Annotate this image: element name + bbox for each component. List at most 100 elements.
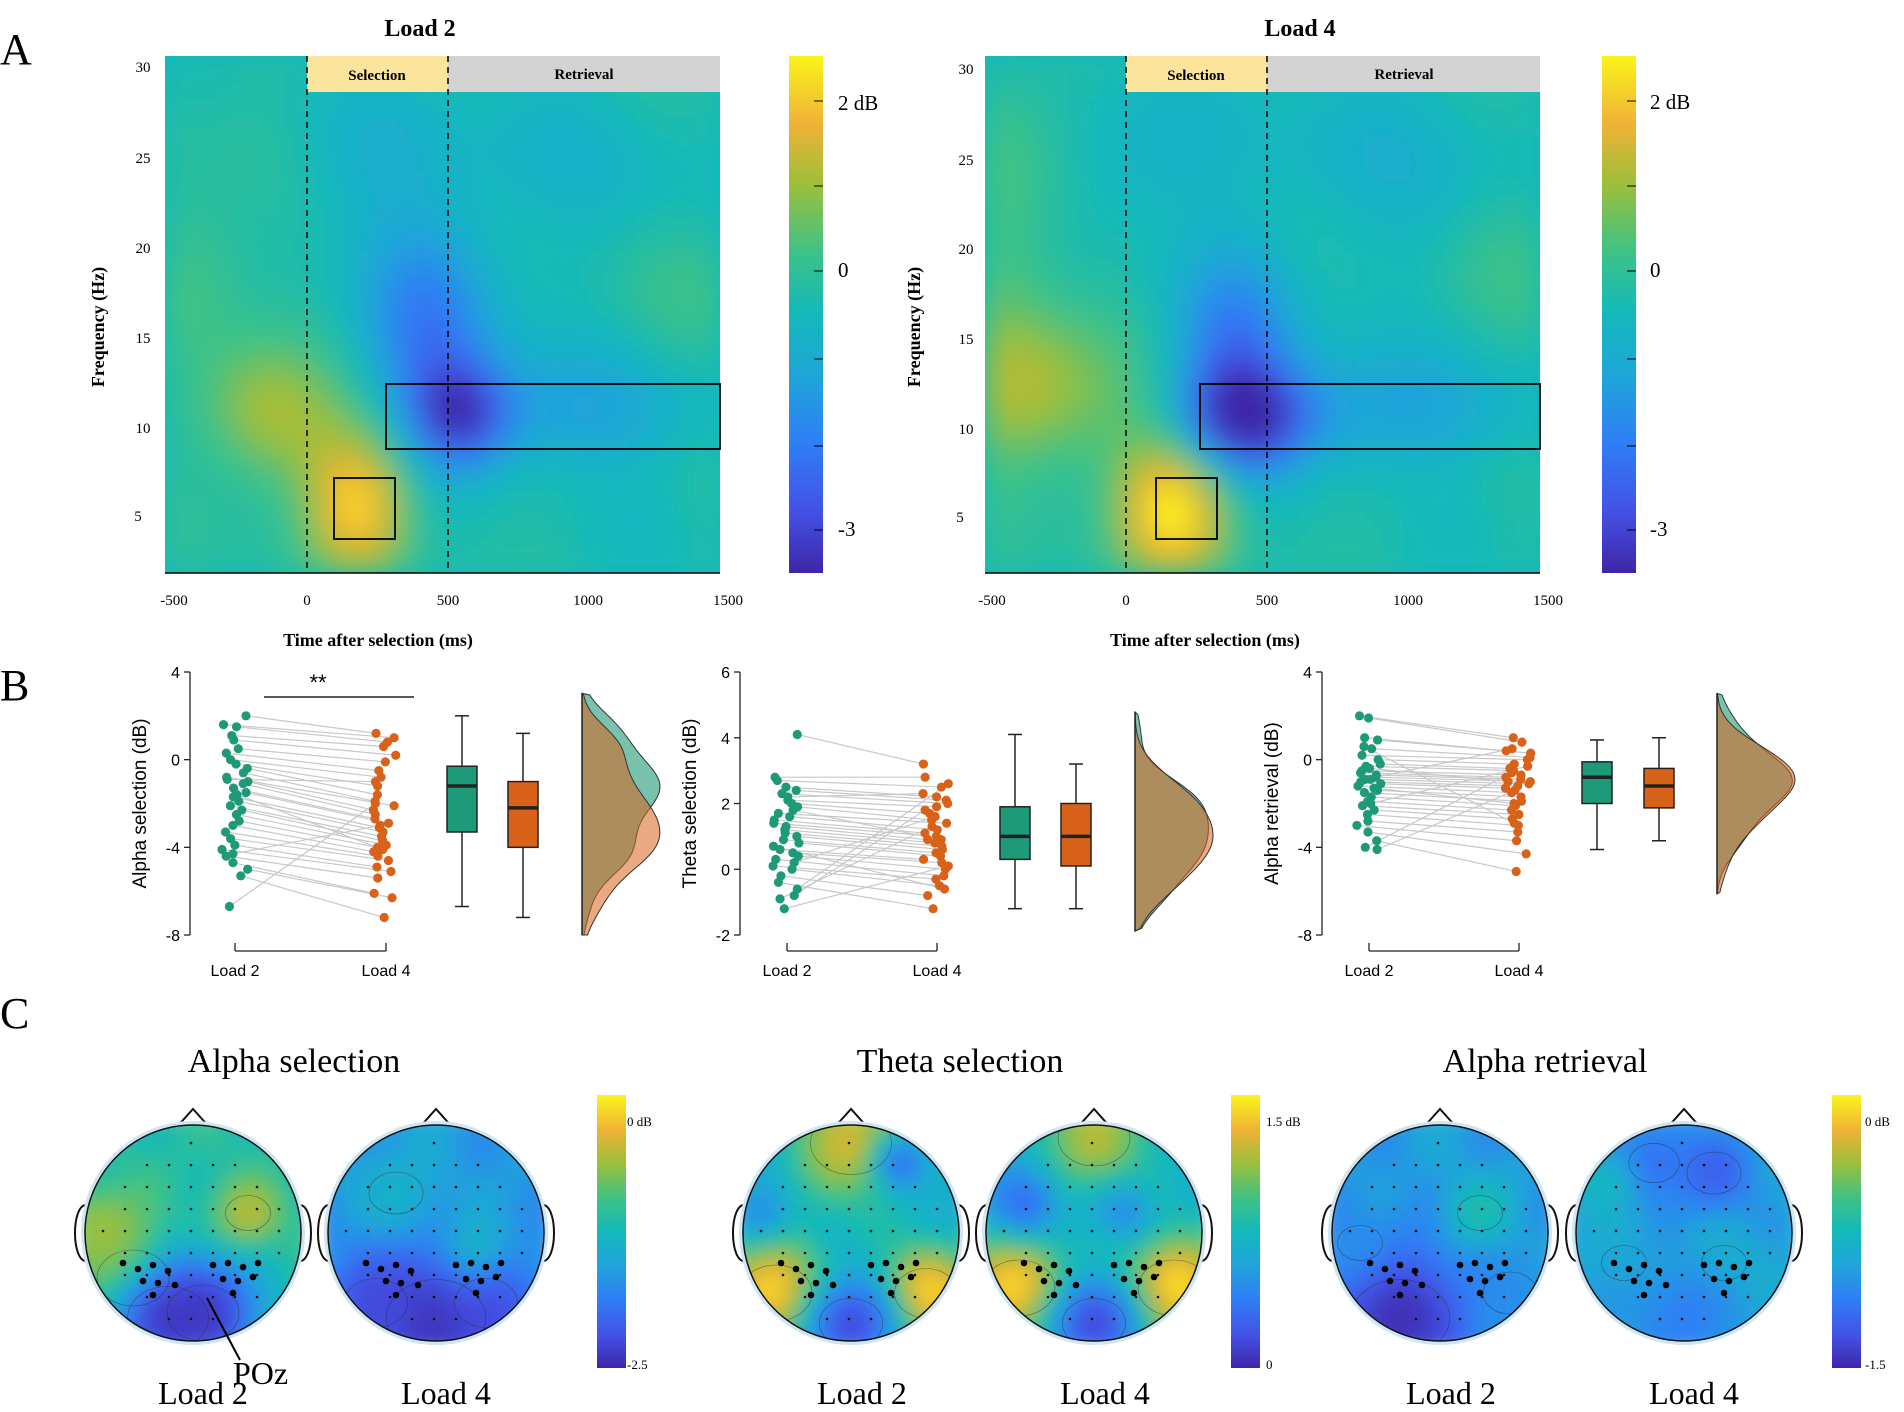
tf-cell: [498, 154, 509, 164]
tf-cell: [1382, 261, 1393, 271]
tf-cell: [479, 341, 490, 351]
tf-cell: [276, 412, 287, 423]
tf-cell: [414, 368, 425, 378]
tf-cell: [396, 118, 407, 129]
tf-cell: [562, 234, 573, 244]
tf-cell: [396, 385, 407, 396]
tf-cell: [710, 332, 720, 342]
tf-cell: [710, 91, 720, 102]
tf-cell: [165, 368, 176, 378]
tf-cell: [183, 368, 194, 378]
tf-cell: [257, 82, 268, 93]
tf-cell: [183, 269, 194, 280]
tf-cell: [266, 287, 277, 298]
tf-cell: [414, 564, 425, 573]
tf-cell: [350, 314, 361, 325]
tf-cell: [479, 314, 490, 325]
tf-cell: [488, 528, 499, 539]
tf-cell: [303, 207, 314, 218]
tf-cell: [433, 501, 444, 512]
tf-cell: [322, 287, 333, 298]
tf-cell: [424, 341, 435, 351]
tf-cell: [636, 412, 647, 423]
tf-cell: [414, 189, 425, 200]
tf-cell: [1133, 109, 1144, 120]
tf-cell: [229, 439, 240, 449]
tf-cell: [461, 136, 472, 146]
tf-cell: [1456, 252, 1467, 262]
tf-cell: [1327, 91, 1338, 102]
tf-cell: [229, 305, 240, 316]
tf-cell: [433, 510, 444, 521]
tf-cell: [294, 109, 305, 120]
tf-cell: [664, 376, 675, 387]
tf-cell: [1114, 180, 1125, 191]
tf-cell: [1170, 216, 1181, 227]
tf-cell: [1373, 180, 1384, 191]
tf-cell: [525, 287, 536, 298]
tf-cell: [165, 207, 176, 218]
tf-cell: [276, 350, 287, 360]
tf-cell: [239, 314, 250, 325]
tf-cell: [331, 457, 342, 467]
tf-cell: [1105, 252, 1116, 262]
tf-cell: [710, 394, 720, 405]
tf-cell: [1114, 154, 1125, 164]
tf-cell: [414, 528, 425, 539]
tf-cell: [627, 243, 638, 253]
tf-cell: [461, 564, 472, 573]
tf-cell: [1207, 243, 1218, 253]
tf-cell: [266, 510, 277, 521]
tf-cell: [1345, 189, 1356, 200]
tf-cell: [424, 466, 435, 476]
tf-cell: [414, 305, 425, 316]
tf-cell: [1022, 216, 1033, 227]
tf-cell: [1493, 216, 1504, 227]
tf-cell: [1512, 91, 1523, 102]
tf-cell: [627, 189, 638, 200]
tf-cell: [488, 394, 499, 405]
tf-cell: [1271, 136, 1282, 146]
tf-cell: [396, 163, 407, 173]
tf-cell: [1336, 234, 1347, 244]
tf-cell: [451, 555, 462, 565]
tf-cell: [479, 287, 490, 298]
tf-cell: [340, 154, 351, 164]
tf-cell: [1105, 243, 1116, 253]
tf-cell: [646, 546, 657, 556]
tf-cell: [581, 234, 592, 244]
tf-cell: [350, 189, 361, 200]
tf-cell: [1086, 145, 1097, 155]
tf-cell: [710, 145, 720, 155]
tf-cell: [1160, 252, 1171, 262]
tf-cell: [590, 323, 601, 334]
tf-cell: [516, 296, 527, 307]
tf-cell: [470, 350, 481, 360]
tf-cell: [211, 483, 222, 494]
tf-cell: [368, 448, 379, 458]
tf-cell: [387, 314, 398, 325]
tf-cell: [331, 314, 342, 325]
tf-cell: [414, 546, 425, 556]
tf-cell: [655, 332, 666, 342]
tf-cell: [276, 492, 287, 503]
tf-cell: [655, 341, 666, 351]
tf-cell: [994, 163, 1005, 173]
tf-cell: [192, 350, 203, 360]
tf-cell: [340, 376, 351, 387]
tf-cell: [313, 154, 324, 164]
tf-cell: [229, 91, 240, 102]
tf-cell: [673, 269, 684, 280]
tf-cell: [387, 261, 398, 271]
tf-cell: [572, 332, 583, 342]
tf-cell: [192, 537, 203, 547]
tf-cell: [220, 394, 231, 405]
tf-cell: [248, 189, 259, 200]
tf-cell: [211, 127, 222, 137]
tf-cell: [266, 385, 277, 396]
tf-cell: [1068, 82, 1079, 93]
tf-cell: [609, 376, 620, 387]
tf-cell: [655, 421, 666, 432]
tf-cell: [1281, 216, 1292, 227]
tf-cell: [664, 296, 675, 307]
